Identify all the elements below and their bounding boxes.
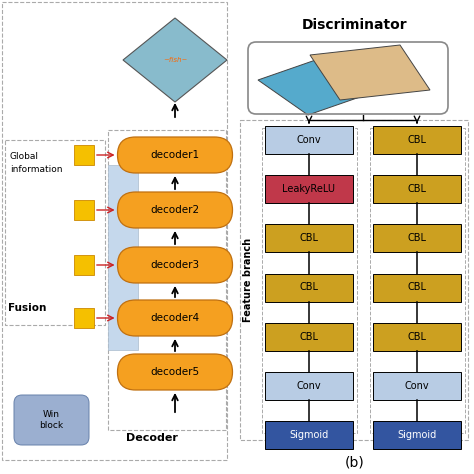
Text: decoder1: decoder1 [150,150,200,160]
Bar [108,130,226,430]
FancyBboxPatch shape [118,354,233,390]
Bar [265,323,353,351]
Text: Sigmoid: Sigmoid [397,430,437,440]
Text: CBL: CBL [300,283,319,292]
Bar [74,308,94,328]
Text: CBL: CBL [300,332,319,342]
Text: CBL: CBL [408,233,427,243]
Bar [373,175,461,203]
Bar [265,224,353,252]
Bar [373,372,461,400]
Bar [2,2,227,460]
Bar [265,372,353,400]
Bar [373,273,461,301]
Bar [265,126,353,154]
Bar [373,421,461,449]
Text: (b): (b) [345,455,365,469]
Text: Conv: Conv [297,135,321,145]
Bar [74,145,94,165]
Text: decoder3: decoder3 [150,260,200,270]
Bar [373,323,461,351]
Text: decoder5: decoder5 [150,367,200,377]
Polygon shape [258,55,380,115]
Text: Win
block: Win block [39,410,63,430]
Text: Global: Global [10,152,39,161]
Text: LeakyReLU: LeakyReLU [283,184,336,194]
FancyBboxPatch shape [118,192,233,228]
Bar [373,224,461,252]
Bar [265,175,353,203]
Text: CBL: CBL [300,233,319,243]
Bar [240,120,468,440]
Text: Fusion: Fusion [8,303,46,313]
FancyBboxPatch shape [14,395,89,445]
Text: ~fish~: ~fish~ [163,57,187,63]
FancyBboxPatch shape [118,300,233,336]
Bar [108,165,138,350]
Text: information: information [10,165,63,174]
Text: Feature branch: Feature branch [243,238,253,322]
Text: CBL: CBL [408,332,427,342]
FancyBboxPatch shape [118,247,233,283]
Bar [74,200,94,220]
Text: Conv: Conv [405,381,429,391]
Text: CBL: CBL [408,135,427,145]
Text: decoder2: decoder2 [150,205,200,215]
FancyBboxPatch shape [118,137,233,173]
Text: decoder4: decoder4 [150,313,200,323]
Bar [370,128,465,433]
Bar [5,140,105,325]
Text: Decoder: Decoder [126,433,178,443]
Bar [373,126,461,154]
Text: Conv: Conv [297,381,321,391]
Bar [265,273,353,301]
Polygon shape [123,18,227,102]
Text: Sigmoid: Sigmoid [289,430,328,440]
Bar [265,421,353,449]
Polygon shape [310,45,430,100]
Bar [262,128,357,433]
Text: CBL: CBL [408,283,427,292]
Text: CBL: CBL [408,184,427,194]
Bar [74,255,94,275]
Text: Discriminator: Discriminator [302,18,408,32]
